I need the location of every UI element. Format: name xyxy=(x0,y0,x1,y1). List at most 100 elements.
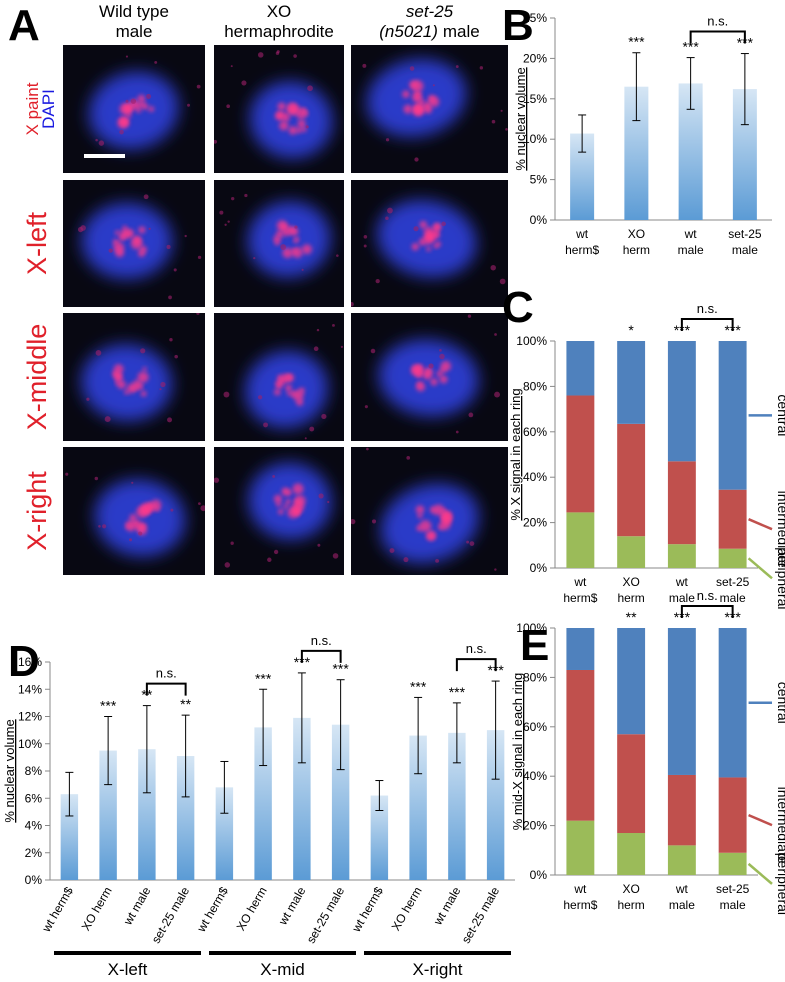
x-signal xyxy=(439,375,448,384)
x-signal xyxy=(139,245,147,254)
bar xyxy=(293,717,311,880)
micrograph xyxy=(214,180,344,307)
background-speck xyxy=(439,349,442,352)
y-tick-label: 0% xyxy=(530,561,548,575)
micrograph xyxy=(214,45,344,173)
background-speck xyxy=(340,345,343,348)
x-signal xyxy=(410,364,423,377)
group-label: X-mid xyxy=(260,960,304,979)
bar xyxy=(60,794,79,880)
x-signal xyxy=(433,504,445,516)
x-tick-label: wt xyxy=(573,575,587,589)
bar xyxy=(370,795,389,880)
bracket-label: n.s. xyxy=(697,588,718,603)
error-bar xyxy=(578,114,587,153)
nucleus xyxy=(81,344,173,422)
background-speck xyxy=(224,223,227,226)
background-speck xyxy=(129,538,133,542)
x-signal xyxy=(296,127,302,134)
x-signal xyxy=(125,228,135,238)
y-tick-label: 80% xyxy=(523,670,547,684)
background-speck xyxy=(130,98,137,104)
background-speck xyxy=(332,323,335,327)
x-signal xyxy=(292,483,304,495)
x-signal xyxy=(415,505,425,514)
x-tick-label: set-25 male xyxy=(304,884,348,946)
x-signal xyxy=(274,240,280,246)
background-speck xyxy=(301,268,304,271)
y-tick-label: 100% xyxy=(516,621,547,635)
background-speck xyxy=(318,493,324,499)
background-speck xyxy=(174,354,178,359)
background-speck xyxy=(409,66,415,71)
x-signal xyxy=(130,237,143,250)
y-tick-label: 12% xyxy=(18,710,42,724)
background-speck xyxy=(168,295,172,300)
x-signal xyxy=(138,226,146,234)
background-speck xyxy=(223,391,230,398)
legend-label: intermediate xyxy=(775,491,785,568)
x-tick-label: XO xyxy=(628,227,645,241)
legend-label: central xyxy=(775,682,785,724)
background-speck xyxy=(94,476,99,481)
bar-segment xyxy=(718,341,747,490)
x-tick-label: set-25 male xyxy=(149,884,193,946)
legend-label: intermediate xyxy=(775,787,785,864)
background-speck xyxy=(257,52,264,58)
background-speck xyxy=(455,430,459,434)
background-speck xyxy=(351,302,354,307)
x-signal xyxy=(433,243,439,249)
bar-segment xyxy=(566,341,595,396)
column-header: set-25 xyxy=(406,2,454,21)
error-bar xyxy=(65,771,74,817)
background-speck xyxy=(362,63,367,68)
x-tick-label: herm xyxy=(617,898,644,912)
x-signal xyxy=(419,520,432,533)
x-signal xyxy=(275,111,284,121)
bracket-label: n.s. xyxy=(466,641,487,656)
background-speck xyxy=(272,474,276,478)
background-speck xyxy=(363,235,368,239)
background-speck xyxy=(468,412,474,418)
legend-line xyxy=(748,518,773,531)
bar xyxy=(331,724,350,880)
x-signal xyxy=(417,513,423,519)
bar-segment xyxy=(718,852,747,875)
y-tick-label: 60% xyxy=(523,720,547,734)
x-tick-label: set-25 xyxy=(728,227,762,241)
bracket xyxy=(145,682,187,696)
micrograph xyxy=(351,180,508,307)
x-tick-label: wt male xyxy=(275,884,308,928)
nucleus xyxy=(249,81,333,159)
background-speck xyxy=(200,505,205,512)
row-label: X paint xyxy=(23,82,42,135)
x-signal xyxy=(294,495,306,507)
x-signal xyxy=(411,80,424,92)
x-signal xyxy=(403,104,413,114)
background-speck xyxy=(169,338,173,342)
bar-segment xyxy=(617,423,646,537)
bar-segment xyxy=(667,628,696,775)
micrograph xyxy=(63,45,205,173)
x-signal xyxy=(136,506,148,518)
y-tick-label: 15% xyxy=(523,92,547,106)
x-tick-label: herm$ xyxy=(563,898,597,912)
x-tick-label: set-25 male xyxy=(459,884,503,946)
background-speck xyxy=(104,416,111,423)
background-speck xyxy=(387,207,393,214)
x-signal xyxy=(411,243,419,251)
micrograph xyxy=(63,447,205,575)
background-speck xyxy=(184,234,187,238)
x-signal xyxy=(114,230,121,236)
x-signal xyxy=(276,501,282,507)
background-speck xyxy=(219,210,224,215)
y-tick-label: 20% xyxy=(523,819,547,833)
bar xyxy=(138,749,156,880)
x-tick-label: male xyxy=(720,591,746,605)
x-tick-label: wt herm$ xyxy=(194,884,231,935)
x-signal xyxy=(294,236,300,242)
x-tick-label: wt herm$ xyxy=(349,884,386,935)
x-signal xyxy=(292,506,302,515)
x-signal xyxy=(285,384,293,392)
